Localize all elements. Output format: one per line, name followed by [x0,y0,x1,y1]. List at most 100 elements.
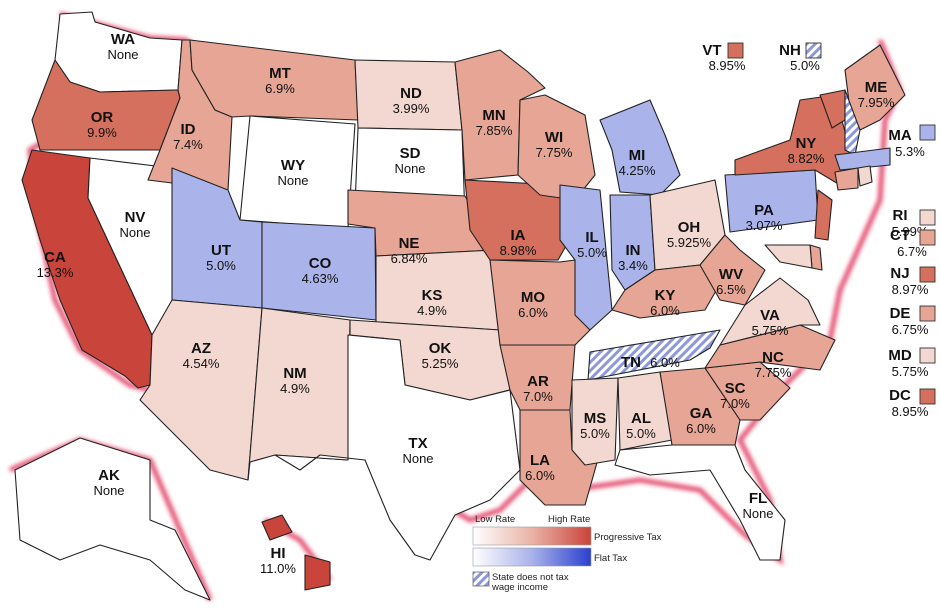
state-shape-tx [274,334,521,561]
state-abbr-tx: TX [408,435,427,452]
state-abbr-sd: SD [400,145,421,162]
state-rate-tx: None [402,451,433,466]
state-abbr-ok: OK [429,340,452,357]
state-shape-fl [614,444,786,561]
legend-high-rate: High Rate [548,514,590,525]
state-rate-ms: 5.0% [580,426,610,441]
state-abbr-oh: OH [678,219,701,236]
sidebar-swatch-md [919,347,936,364]
state-shape-ma [834,147,891,171]
state-rate-wv: 6.5% [716,282,746,297]
state-shapes [14,11,906,601]
state-abbr-ne: NE [399,235,420,252]
state-shape-nj [814,189,833,241]
state-rate-ny: 8.82% [788,151,825,166]
state-abbr-la: LA [530,452,550,469]
state-shape-ms [571,377,619,466]
legend-flat-swatch [472,547,592,567]
state-abbr-ny: NY [796,135,817,152]
state-shape-md [764,244,813,269]
sidebar-abbr-de: DE [890,305,911,322]
sidebar-abbr-vt: VT [702,42,721,59]
state-labels: WANoneOR9.9%CA13.3%NVNoneID7.4%MT6.9%WYN… [37,31,895,576]
legend: Low Rate High Rate Progressive Tax Flat … [472,514,662,593]
state-rate-ne: 6.84% [391,251,428,266]
state-abbr-az: AZ [191,340,211,357]
state-abbr-or: OR [91,109,114,126]
state-rate-ut: 5.0% [206,258,236,273]
sidebar-abbr-ri: RI [893,207,908,224]
state-abbr-hi: HI [271,545,286,562]
state-rate-nv: None [119,225,150,240]
state-abbr-ga: GA [690,405,713,422]
sidebar-rate-nh: 5.0% [790,58,820,73]
state-abbr-ia: IA [511,227,526,244]
sidebar-abbr-md: MD [888,347,911,364]
state-abbr-ak: AK [98,467,120,484]
sidebar-rate-md: 5.75% [892,364,929,379]
state-shape-la [519,409,601,506]
sidebar-abbr-dc: DC [889,387,911,404]
state-rate-nd: 3.99% [393,101,430,116]
state-rate-mt: 6.9% [265,81,295,96]
state-rate-tn: 6.0% [650,355,680,370]
state-rate-sc: 7.0% [720,396,750,411]
legend-no-wage-line2: wage income [491,582,548,593]
legend-no-wage-line1: State does not tax [492,572,569,583]
state-rate-mi: 4.25% [619,163,656,178]
state-shape-ct [834,167,859,191]
state-rate-mn: 7.85% [476,123,513,138]
sidebar-swatch-ri [919,209,936,226]
state-abbr-ky: KY [655,287,676,304]
legend-hatch-swatch [472,571,490,587]
state-rate-mo: 6.0% [518,305,548,320]
state-abbr-wv: WV [719,266,743,283]
state-abbr-pa: PA [754,202,774,219]
state-abbr-mn: MN [482,107,505,124]
state-abbr-wi: WI [545,129,563,146]
state-rate-az: 4.54% [183,356,220,371]
state-rate-ca: 13.3% [37,265,74,280]
legend-progressive-label: Progressive Tax [594,532,662,543]
sidebar-rate-de: 6.75% [892,322,929,337]
state-rate-wy: None [277,173,308,188]
legend-progressive-swatch [472,526,592,546]
state-rate-wi: 7.75% [536,145,573,160]
state-rate-nm: 4.9% [280,381,310,396]
state-abbr-mo: MO [521,289,545,306]
state-rate-co: 4.63% [302,271,339,286]
state-rate-nc: 7.75% [755,365,792,380]
state-abbr-tn: TN [621,354,641,371]
state-abbr-al: AL [631,410,651,427]
state-rate-ia: 8.98% [500,243,537,258]
state-rate-ar: 7.0% [523,389,553,404]
state-rate-al: 5.0% [626,426,656,441]
sidebar-rate-ri: 5.99% [892,224,929,239]
state-abbr-ut: UT [211,242,231,259]
state-shape-tn [587,329,721,381]
state-shape-wv [699,234,766,306]
sidebar-rate-vt: 8.95% [709,58,746,73]
state-abbr-il: IL [585,229,598,246]
state-shape-wi [517,94,596,201]
sidebar-rate-dc: 8.95% [892,404,929,419]
state-abbr-nm: NM [283,365,306,382]
state-rate-ok: 5.25% [422,356,459,371]
state-rate-sd: None [394,161,425,176]
state-abbr-ar: AR [527,373,549,390]
state-rate-ky: 6.0% [650,303,680,318]
state-rate-wa: None [107,47,138,62]
state-abbr-fl: FL [749,490,767,507]
sidebar-abbr-ct: CT [890,227,910,244]
state-abbr-ms: MS [584,410,607,427]
state-abbr-nd: ND [400,85,422,102]
state-shape-az [139,299,263,481]
state-abbr-id: ID [181,121,196,138]
sidebar-rate-nj: 8.97% [892,282,929,297]
state-rate-ak: None [93,483,124,498]
small-states-sidebar: VT8.95%NH5.0%MA5.3%RI5.99%CT6.7%NJ8.97%D… [702,42,936,419]
state-shape-il [559,184,613,331]
state-rate-pa: 3.07% [746,218,783,233]
